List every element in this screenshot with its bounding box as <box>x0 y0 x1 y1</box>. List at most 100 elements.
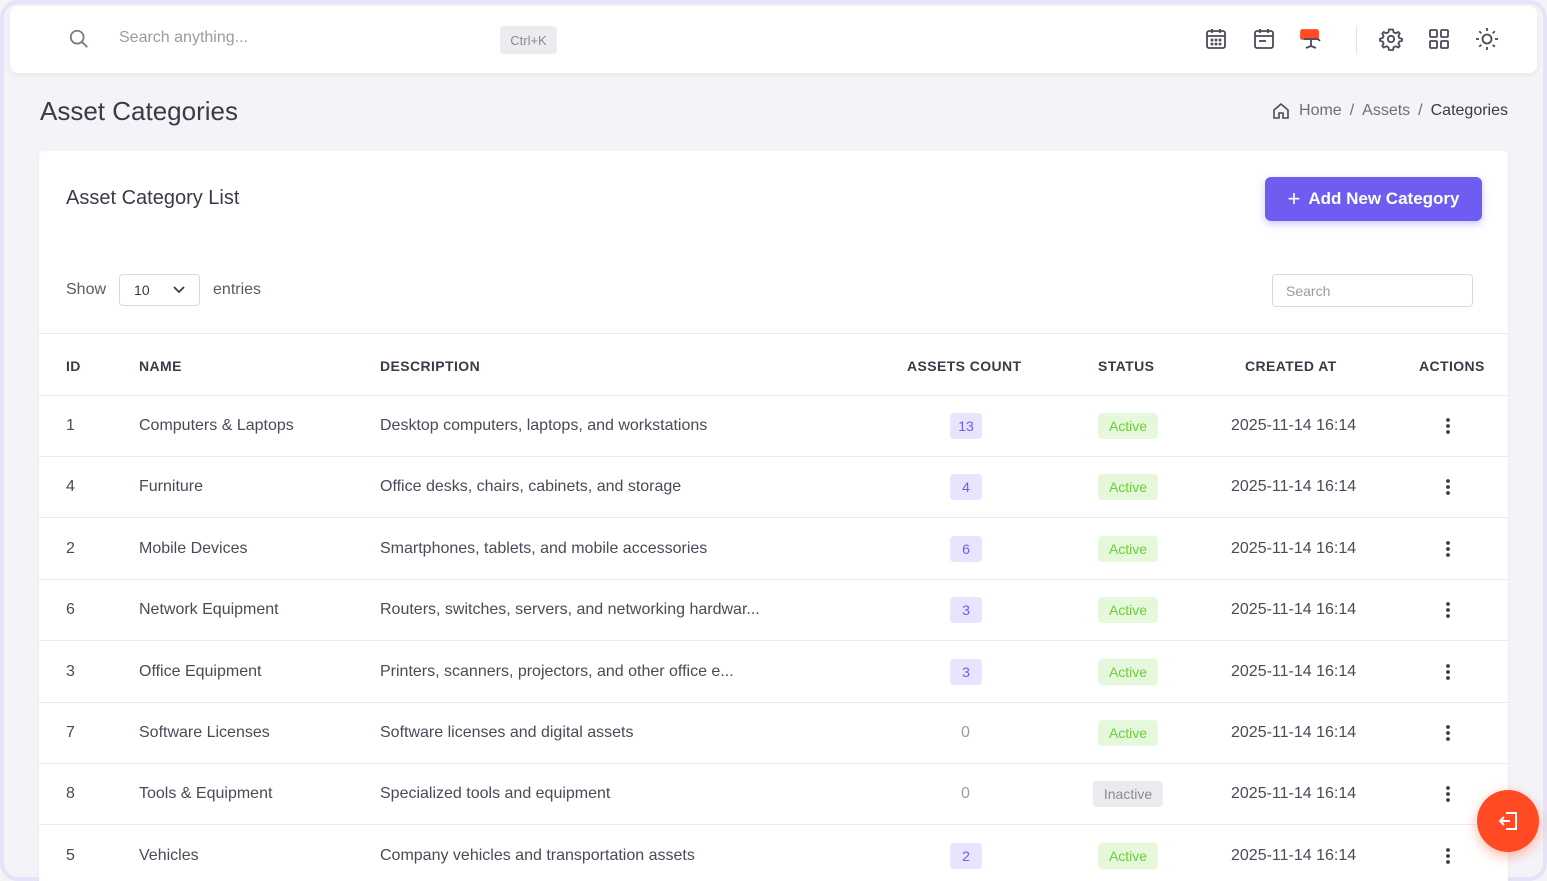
home-icon[interactable] <box>1271 101 1291 121</box>
assets-count-badge: 6 <box>950 536 982 562</box>
cell-description: Office desks, chairs, cabinets, and stor… <box>380 478 682 495</box>
calendar-icon[interactable] <box>1251 26 1277 52</box>
cell-name[interactable]: Tools & Equipment <box>139 785 273 802</box>
status-badge: Active <box>1097 536 1159 562</box>
header-description[interactable]: DESCRIPTION <box>380 358 481 374</box>
cell-name[interactable]: Mobile Devices <box>139 540 248 557</box>
show-label: Show <box>66 281 107 298</box>
cell-description: Specialized tools and equipment <box>380 785 611 802</box>
plus-icon: + <box>1287 186 1301 211</box>
logout-icon <box>1498 812 1517 830</box>
cell-description: Desktop computers, laptops, and workstat… <box>380 417 708 434</box>
cell-id: 3 <box>66 663 75 680</box>
cell-name[interactable]: Office Equipment <box>139 663 262 680</box>
category-list-card: Asset Category List + Add New Category S… <box>39 151 1508 881</box>
top-bar: Search anything... Ctrl+K <box>10 6 1537 73</box>
cell-description: Software licenses and digital assets <box>380 724 634 741</box>
cell-id: 6 <box>66 601 75 618</box>
assets-count-badge: 3 <box>950 659 982 685</box>
breadcrumb-separator: / <box>1418 102 1423 119</box>
more-actions-icon[interactable] <box>1444 476 1452 498</box>
assets-count-badge: 4 <box>950 474 982 500</box>
more-actions-icon[interactable] <box>1444 845 1452 867</box>
header-created-at[interactable]: CREATED AT <box>1245 358 1337 374</box>
page-size-select[interactable]: 10 <box>119 274 201 306</box>
table-search-input[interactable]: Search <box>1272 274 1473 307</box>
assets-count-badge: 13 <box>950 413 982 439</box>
cell-created-at: 2025-11-14 16:14 <box>1231 847 1357 864</box>
page-title: Asset Categories <box>40 96 238 126</box>
search-icon[interactable] <box>68 28 90 50</box>
breadcrumb-current: Categories <box>1430 102 1508 119</box>
header-assets-count[interactable]: ASSETS COUNT <box>907 358 1022 374</box>
breadcrumb: Home / Assets / Categories <box>1271 101 1508 121</box>
cell-id: 8 <box>66 785 75 802</box>
header-actions: ACTIONS <box>1419 358 1485 374</box>
assets-count: 0 <box>961 785 970 802</box>
breadcrumb-home[interactable]: Home <box>1299 102 1342 119</box>
status-badge: Active <box>1097 474 1159 500</box>
table-row[interactable]: 8 Tools & Equipment Specialized tools and … <box>39 764 1508 825</box>
header-id[interactable]: ID <box>66 358 81 374</box>
status-badge: Active <box>1097 659 1159 685</box>
table-row[interactable]: 7 Software Licenses Software licenses and … <box>39 703 1508 764</box>
table-row[interactable]: 4 Furniture Office desks, chairs, cabinets… <box>39 457 1508 518</box>
page-size-value: 10 <box>134 282 150 298</box>
header-status[interactable]: STATUS <box>1098 358 1155 374</box>
cell-name[interactable]: Furniture <box>139 478 204 495</box>
add-category-label: Add New Category <box>1308 189 1460 208</box>
table-row[interactable]: 5 Vehicles Company vehicles and transporta… <box>39 826 1508 881</box>
cell-name[interactable]: Network Equipment <box>139 601 279 618</box>
gear-icon[interactable] <box>1378 26 1404 52</box>
table-row[interactable]: 1 Computers & Laptops Desktop computers, l… <box>39 396 1508 457</box>
table-row[interactable]: 3 Office Equipment Printers, scanners, pro… <box>39 642 1508 703</box>
header-name[interactable]: NAME <box>139 358 182 374</box>
assets-count-badge: 3 <box>950 597 982 623</box>
table-row[interactable]: 6 Network Equipment Routers, switches, ser… <box>39 580 1508 641</box>
assets-count: 0 <box>961 724 970 741</box>
more-actions-icon[interactable] <box>1444 415 1452 437</box>
more-actions-icon[interactable] <box>1444 661 1452 683</box>
status-badge: Active <box>1097 720 1159 746</box>
apps-grid-icon[interactable] <box>1426 26 1452 52</box>
status-badge: Active <box>1097 597 1159 623</box>
status-badge: Active <box>1097 843 1159 869</box>
global-search-input[interactable]: Search anything... <box>119 29 248 46</box>
more-actions-icon[interactable] <box>1444 538 1452 560</box>
cell-id: 1 <box>66 417 75 434</box>
cell-created-at: 2025-11-14 16:14 <box>1231 601 1357 618</box>
page-size-control: Show 10 entries <box>66 274 261 306</box>
assets-count-badge: 2 <box>950 843 982 869</box>
sun-icon[interactable] <box>1474 26 1500 52</box>
cell-created-at: 2025-11-14 16:14 <box>1231 724 1357 741</box>
breadcrumb-assets[interactable]: Assets <box>1362 102 1411 119</box>
add-category-button[interactable]: + Add New Category <box>1265 177 1482 221</box>
cell-description: Company vehicles and transportation asse… <box>380 847 695 864</box>
cell-created-at: 2025-11-14 16:14 <box>1231 785 1357 802</box>
whiteboard-icon[interactable] <box>1298 26 1324 52</box>
cell-name[interactable]: Vehicles <box>139 847 199 864</box>
cell-description: Routers, switches, servers, and networki… <box>380 601 760 618</box>
cell-id: 5 <box>66 847 75 864</box>
cell-created-at: 2025-11-14 16:14 <box>1231 663 1357 680</box>
more-actions-icon[interactable] <box>1444 783 1452 805</box>
card-title: Asset Category List <box>66 187 240 209</box>
table-row[interactable]: 2 Mobile Devices Smartphones, tablets, and… <box>39 519 1508 580</box>
cell-description: Smartphones, tablets, and mobile accesso… <box>380 540 708 557</box>
cell-name[interactable]: Computers & Laptops <box>139 417 294 434</box>
breadcrumb-separator: / <box>1349 102 1355 119</box>
entries-label: entries <box>213 281 262 298</box>
cell-created-at: 2025-11-14 16:14 <box>1231 417 1357 434</box>
status-badge: Inactive <box>1092 781 1164 807</box>
table-header: ID NAME DESCRIPTION ASSETS COUNT STATUS … <box>39 333 1508 396</box>
more-actions-icon[interactable] <box>1444 722 1452 744</box>
chevron-down-icon <box>173 286 185 294</box>
cell-name[interactable]: Software Licenses <box>139 724 270 741</box>
cell-created-at: 2025-11-14 16:14 <box>1231 478 1357 495</box>
toolbar-divider <box>1356 26 1357 54</box>
cell-created-at: 2025-11-14 16:14 <box>1231 540 1357 557</box>
cell-description: Printers, scanners, projectors, and othe… <box>380 663 734 680</box>
logout-fab-button[interactable] <box>1477 790 1539 852</box>
calendar-grid-icon[interactable] <box>1203 26 1229 52</box>
more-actions-icon[interactable] <box>1444 599 1452 621</box>
